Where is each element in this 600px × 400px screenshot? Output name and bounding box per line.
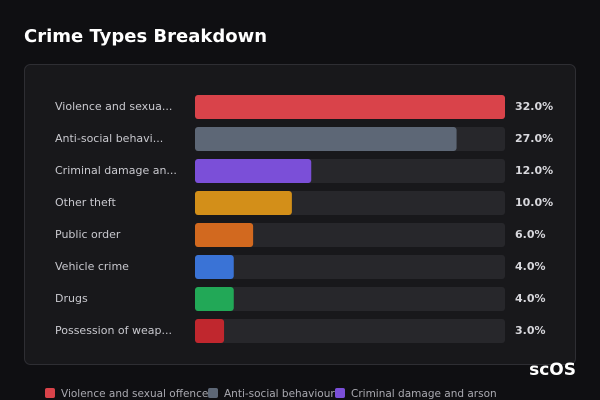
legend-label: Violence and sexual offences	[61, 388, 214, 400]
category-label: Possession of weap...	[55, 324, 172, 337]
bar	[195, 95, 505, 119]
value-label: 32.0%	[515, 100, 553, 113]
watermark: scOS	[529, 360, 576, 380]
legend-swatch	[208, 388, 218, 398]
category-label: Public order	[55, 228, 121, 241]
value-label: 4.0%	[515, 292, 546, 305]
bar	[195, 159, 312, 183]
bar	[195, 191, 292, 215]
category-label: Drugs	[55, 292, 88, 305]
legend-label: Criminal damage and arson	[351, 388, 497, 400]
category-label: Other theft	[55, 196, 116, 209]
bar-track	[195, 287, 505, 311]
bar	[195, 287, 234, 311]
category-label: Violence and sexua...	[55, 100, 172, 113]
value-label: 3.0%	[515, 324, 546, 337]
legend-label: Anti-social behaviour	[224, 388, 335, 400]
bar-track	[195, 255, 505, 279]
value-label: 10.0%	[515, 196, 553, 209]
bar	[195, 127, 457, 151]
legend-swatch	[335, 388, 345, 398]
bar	[195, 223, 254, 247]
category-label: Anti-social behavi...	[55, 132, 163, 145]
chart-title: Crime Types Breakdown	[24, 26, 267, 47]
value-label: 27.0%	[515, 132, 553, 145]
value-label: 12.0%	[515, 164, 553, 177]
category-label: Criminal damage an...	[55, 164, 177, 177]
category-label: Vehicle crime	[55, 260, 129, 273]
legend-swatch	[45, 388, 55, 398]
bar	[195, 319, 225, 343]
bar-track	[195, 223, 505, 247]
value-label: 6.0%	[515, 228, 546, 241]
bar	[195, 255, 234, 279]
bar-track	[195, 319, 505, 343]
value-label: 4.0%	[515, 260, 546, 273]
